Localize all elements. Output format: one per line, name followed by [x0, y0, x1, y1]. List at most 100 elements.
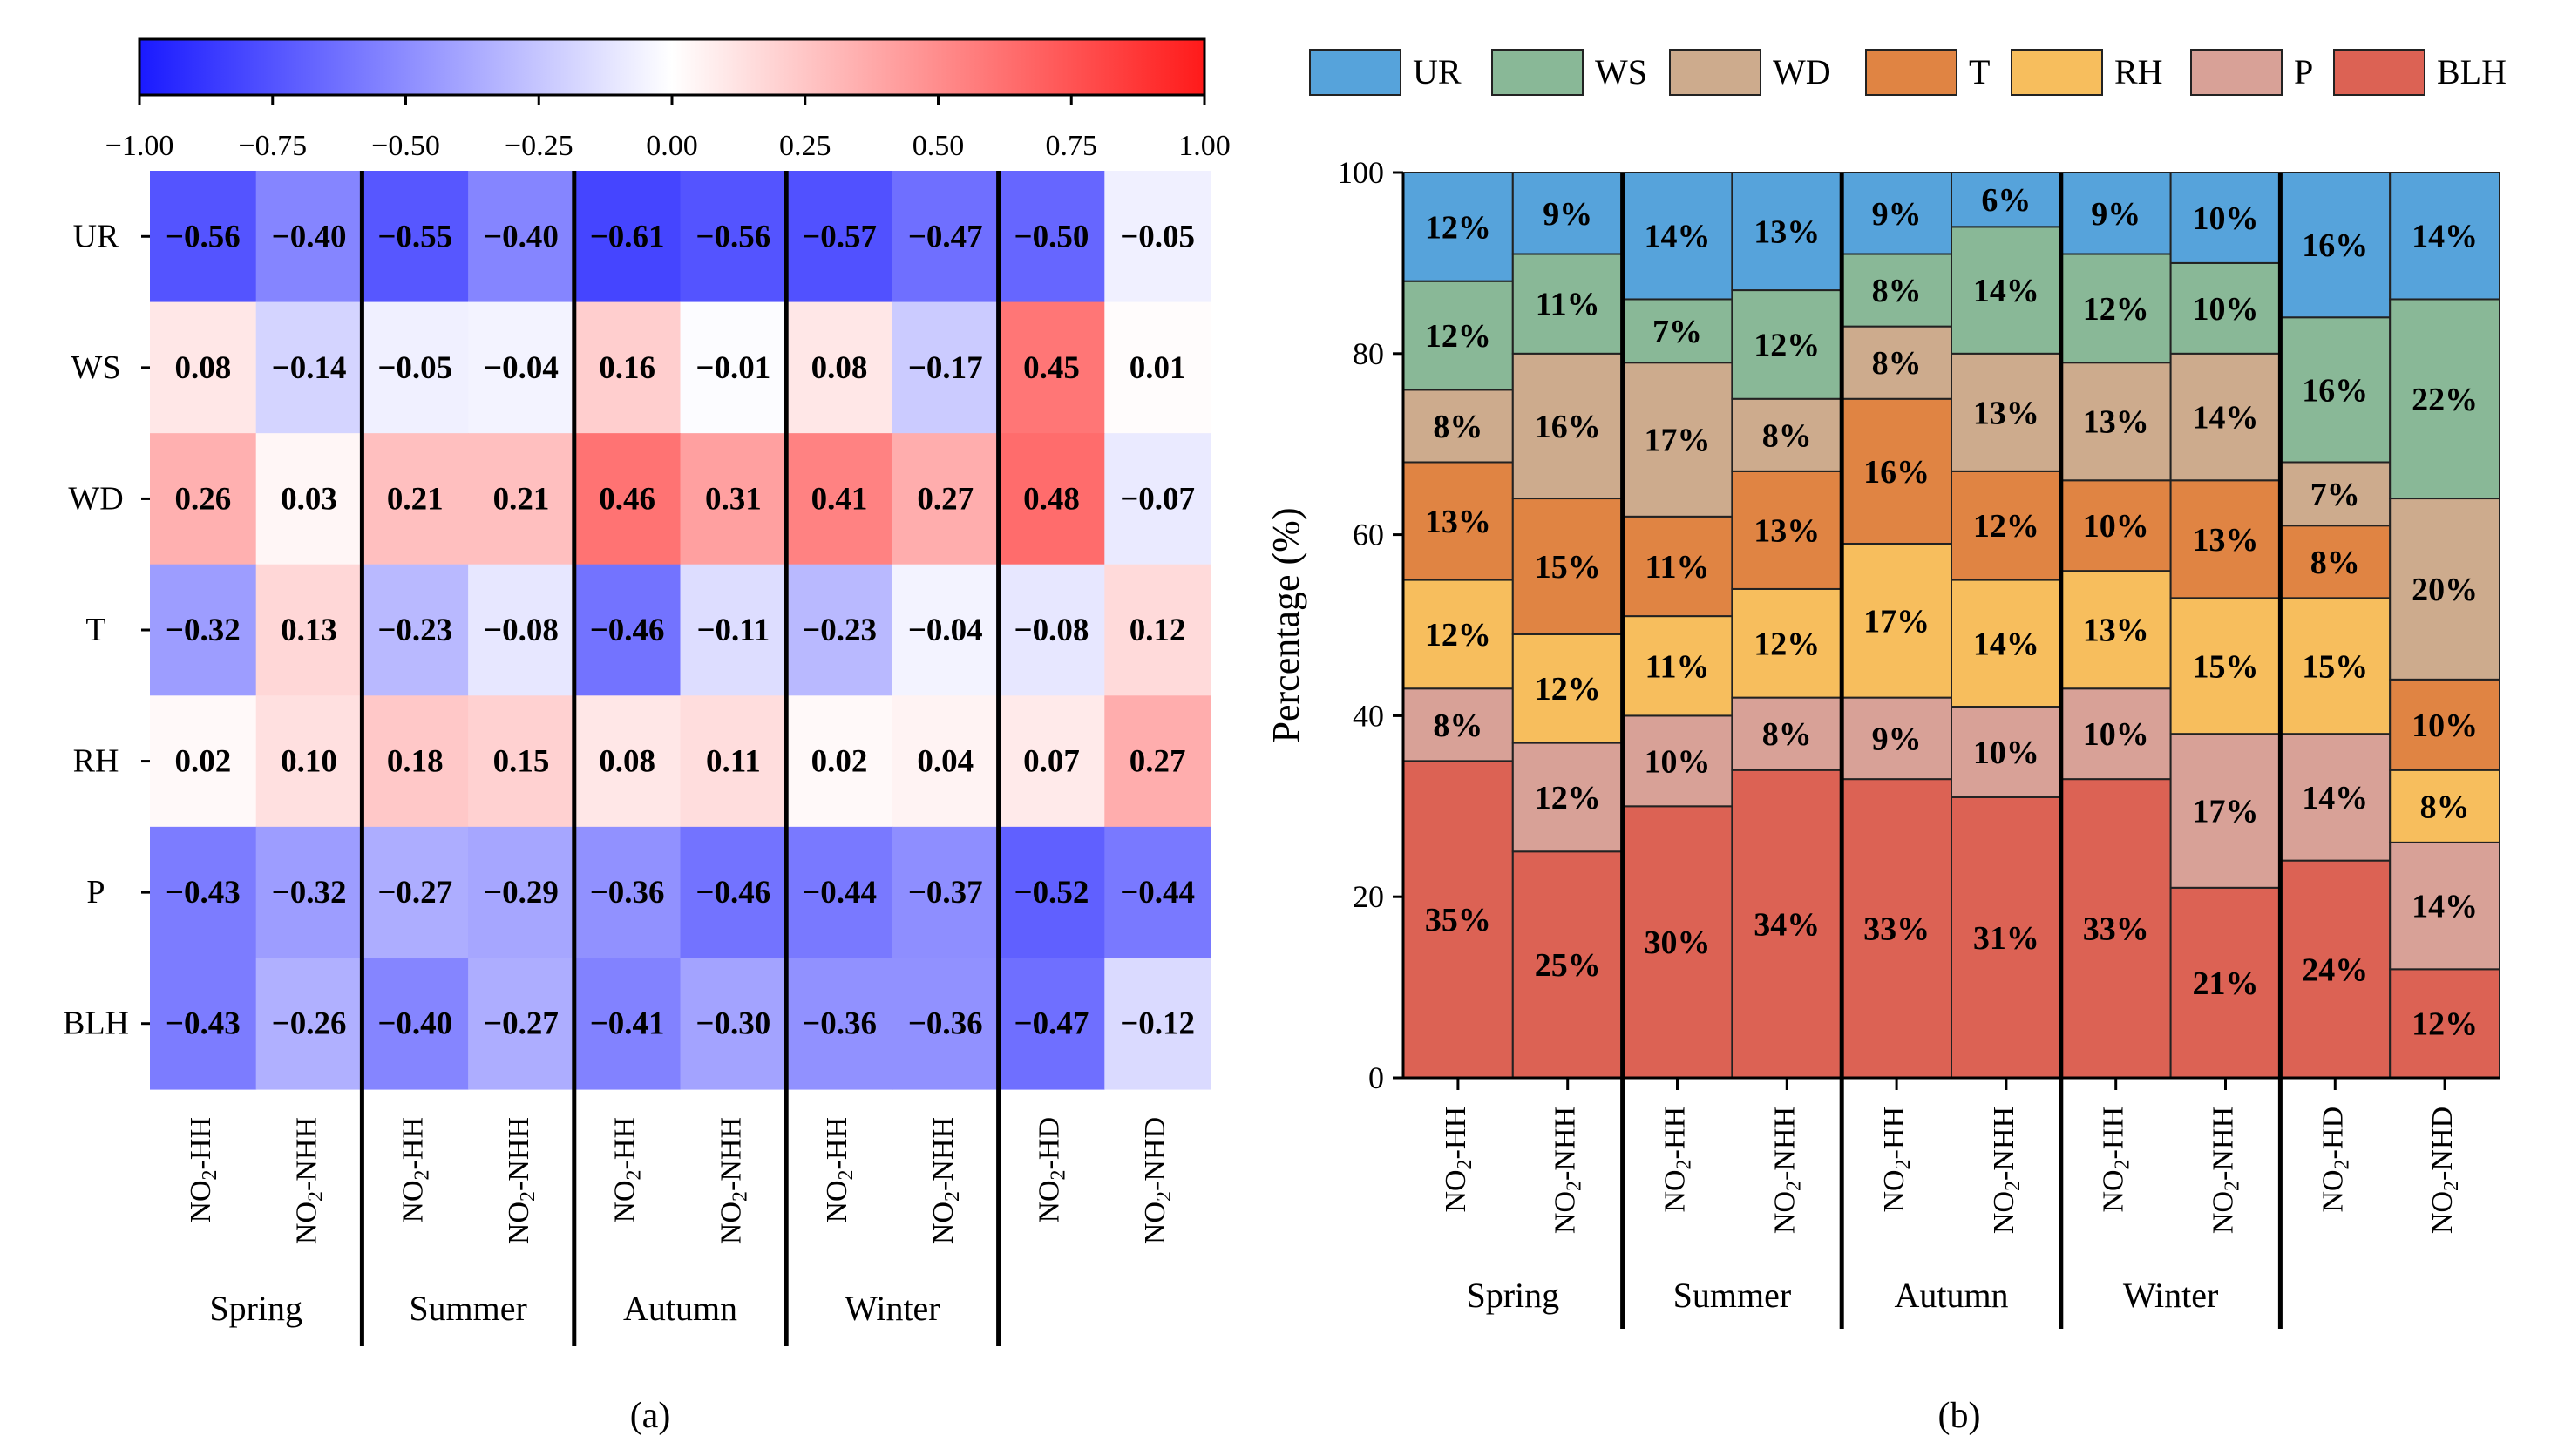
- bar-value-label: 14%: [2412, 889, 2478, 925]
- heatmap-cell: [1104, 171, 1211, 303]
- heatmap-cell: [892, 564, 1000, 696]
- heatmap-column-label: NO2-NHH: [927, 1117, 964, 1244]
- bar-segment: [2059, 570, 2172, 690]
- bar-season-label: Spring: [1466, 1276, 1559, 1315]
- heatmap-value-label: −0.08: [1014, 613, 1089, 648]
- heatmap-value-label: −0.30: [695, 1006, 770, 1042]
- y-axis-title: Percentage (%): [1265, 508, 1307, 743]
- heatmap-value-label: −0.29: [484, 875, 559, 911]
- heatmap-column-label: NO2-NHD: [1139, 1117, 1176, 1244]
- heatmap-value-label: −0.23: [377, 613, 452, 648]
- heatmap-value-label: −0.44: [1120, 875, 1195, 911]
- heatmap-value-label: 0.04: [917, 744, 974, 780]
- bar-segment: [2169, 352, 2282, 482]
- colorbar: −1.00 −0.75 −0.50 −0.25 0.00 0.25 0.50 0.75 1.00: [105, 37, 1231, 162]
- bar-segment: [2059, 172, 2172, 255]
- heatmap-value-label: −0.26: [272, 1006, 347, 1042]
- y-tick-label: 80: [1353, 336, 1384, 371]
- heatmap-value-label: 0.26: [174, 481, 231, 517]
- heatmap-value-label: 0.45: [1023, 350, 1080, 386]
- season-label: Autumn: [623, 1289, 737, 1328]
- heatmap-cell: [468, 826, 575, 959]
- bar-value-labels: 35% 8% 12% 13% 8% 12% 12% 25% 12% 12% 15% 16% 11% 9% 3…: [1425, 182, 2478, 1042]
- bar-value-label: 20%: [2412, 572, 2478, 608]
- heatmap-value-label: −0.36: [802, 1006, 877, 1042]
- bar-season-label: Autumn: [1894, 1276, 2008, 1315]
- bar-segment: [1841, 325, 1952, 400]
- bar-column-label: NO2-HD: [2317, 1107, 2353, 1213]
- y-tick-label: 40: [1353, 698, 1384, 733]
- heatmap-column-label: NO2-HD: [1033, 1117, 1069, 1223]
- bar-column-label: NO2-HH: [2097, 1107, 2134, 1213]
- heatmap-cell: [1104, 695, 1211, 828]
- bar-value-label: 8%: [1762, 417, 1812, 454]
- legend-label: WD: [1773, 52, 1831, 91]
- heatmap-cell: [1104, 433, 1211, 565]
- heatmap-value-label: −0.04: [484, 350, 559, 386]
- heatmap-cell: [998, 958, 1105, 1090]
- legend-swatch: [1491, 49, 1584, 96]
- heatmap-cell: [786, 171, 893, 303]
- heatmap-value-label: 0.02: [811, 744, 868, 780]
- bar-value-label: 14%: [2412, 219, 2478, 255]
- bar-column-label: NO2-NHH: [1768, 1107, 1805, 1234]
- bar-value-label: 12%: [2083, 291, 2149, 328]
- heatmap-row-label: WS: [71, 349, 121, 386]
- heatmap-column-label: NO2-NHH: [715, 1117, 751, 1244]
- bar-value-label: 14%: [1973, 626, 2039, 662]
- heatmap-cell: [892, 826, 1000, 959]
- bar-segment: [2169, 172, 2282, 264]
- bar-segment: [2279, 733, 2392, 862]
- heatmap-cell: [786, 958, 893, 1090]
- bar-segment: [2169, 597, 2282, 735]
- colorbar-tick-label: −0.50: [371, 130, 440, 162]
- bar-value-label: 24%: [2302, 951, 2368, 988]
- bar-value-label: 11%: [1645, 549, 1710, 586]
- heatmap-cell: [998, 564, 1105, 696]
- heatmap-value-label: −0.56: [695, 219, 770, 254]
- bar-value-label: 10%: [1973, 735, 2039, 771]
- bar-value-label: 10%: [2193, 291, 2259, 328]
- bar-segment: [1951, 226, 2062, 355]
- bar-segment: [1402, 172, 1514, 282]
- heatmap-cell: [786, 564, 893, 696]
- bar-season-label: Summer: [1673, 1276, 1792, 1315]
- heatmap-cell: [255, 958, 363, 1090]
- bar-column-label: NO2-NHH: [1549, 1107, 1585, 1234]
- bars: [1402, 172, 2500, 1080]
- heatmap-cell: [573, 826, 682, 959]
- heatmap-column-label: NO2-HH: [185, 1117, 221, 1223]
- colorbar-tick-label: 1.00: [1178, 130, 1231, 162]
- heatmap-cell: [680, 826, 787, 959]
- heatmap-value-label: −0.41: [590, 1006, 665, 1042]
- heatmap-value-label: −0.50: [1014, 219, 1089, 254]
- legend-label: UR: [1413, 52, 1462, 91]
- legend-label: P: [2294, 52, 2313, 91]
- heatmap-cell: [680, 301, 787, 434]
- bar-value-label: 30%: [1645, 924, 1711, 961]
- bar-segment: [2169, 479, 2282, 599]
- heatmap-value-label: −0.43: [166, 875, 241, 911]
- bar-value-label: 31%: [1973, 920, 2039, 957]
- bar-value-label: 17%: [1645, 423, 1711, 459]
- heatmap-row-label: WD: [68, 480, 123, 517]
- heatmap-cell: [786, 301, 893, 434]
- heatmap-cell: [468, 695, 575, 828]
- heatmap-value-label: 0.02: [174, 744, 231, 780]
- bar-value-label: 10%: [1645, 743, 1711, 780]
- bar-value-label: 12%: [1425, 318, 1491, 355]
- heatmap-value-label: −0.47: [1014, 1006, 1089, 1042]
- legend-label: WS: [1595, 52, 1647, 91]
- heatmap-value-label: −0.05: [1120, 219, 1195, 254]
- heatmap-cell: [786, 695, 893, 828]
- heatmap-cell: [468, 564, 575, 696]
- heatmap-cell: [362, 826, 469, 959]
- heatmap-value-label: −0.61: [590, 219, 665, 254]
- heatmap-value-label: 0.08: [174, 350, 231, 386]
- heatmap-value-label: −0.17: [908, 350, 983, 386]
- bar-value-label: 12%: [2412, 1006, 2478, 1043]
- y-tick-label: 20: [1353, 879, 1384, 914]
- heatmap-value-label: 0.16: [599, 350, 655, 386]
- bar-value-label: 10%: [2083, 508, 2149, 545]
- heatmap-cell: [362, 171, 469, 303]
